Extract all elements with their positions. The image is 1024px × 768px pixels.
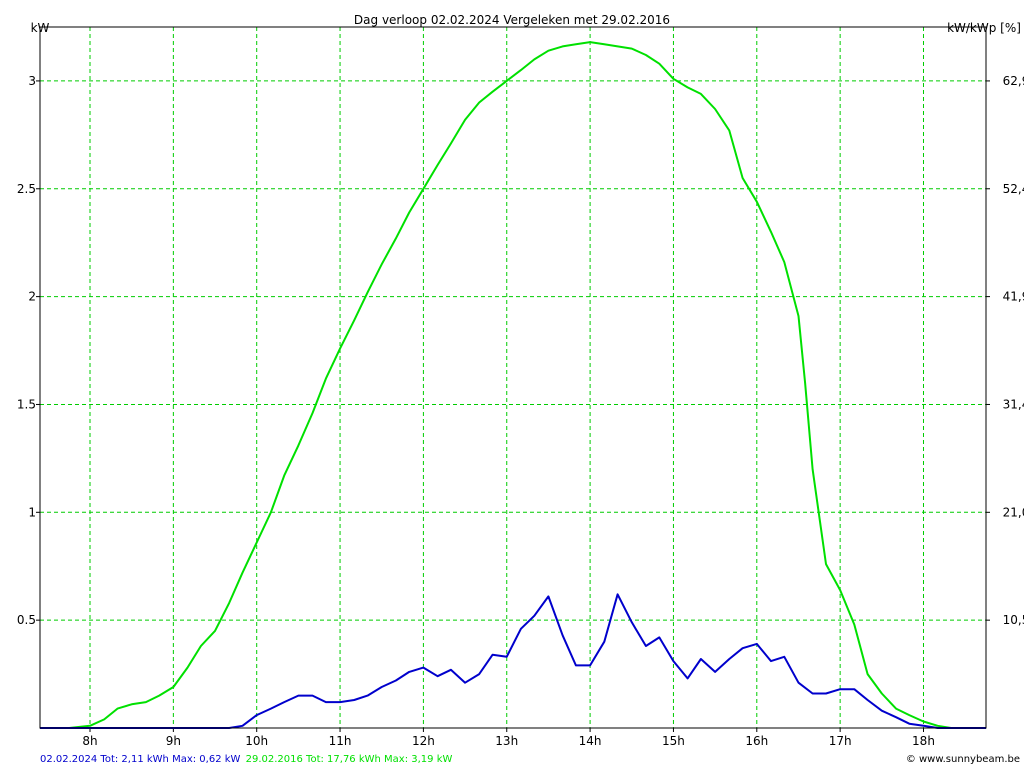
x-tick-label: 17h	[829, 734, 852, 748]
footer-legend: 02.02.2024 Tot: 2,11 kWh Max: 0,62 kW 29…	[40, 754, 452, 765]
series-line-2016	[40, 41, 986, 729]
y-tick-label-left: 3	[28, 74, 36, 88]
x-tick-label: 18h	[912, 734, 935, 748]
y-tick-label-left: 2.5	[17, 182, 36, 196]
plot-frame	[39, 26, 987, 729]
x-tick-label: 11h	[329, 734, 352, 748]
grid	[40, 27, 986, 728]
x-tick-label: 9h	[166, 734, 181, 748]
y-tick-label-right: 21,0	[1003, 505, 1024, 519]
legend-2024: 02.02.2024 Tot: 2,11 kWh Max: 0,62 kW	[40, 754, 241, 765]
y-axis-right-label: kW/kWp [%]	[947, 21, 1021, 35]
y-tick-label-right: 41,9	[1003, 290, 1024, 304]
y-tick-label-left: 1.5	[17, 397, 36, 411]
series-lines	[40, 41, 986, 729]
y-tick-label-right: 52,4	[1003, 182, 1024, 196]
y-tick-label-right: 62,9	[1003, 74, 1024, 88]
y-tick-label-right: 31,4	[1003, 397, 1024, 411]
y-tick-label-left: 1	[28, 505, 36, 519]
footer-credit: © www.sunnybeam.be	[906, 754, 1020, 765]
x-tick-label: 14h	[579, 734, 602, 748]
series-line-2024	[40, 593, 986, 729]
y-tick-label-left: 0.5	[17, 613, 36, 627]
tick-labels: 8h 9h 10h 11h 12h 13h 14h 15h 16h 17h 18h 0.5 10,5 1 2…	[17, 74, 1024, 748]
x-tick-label: 12h	[412, 734, 435, 748]
x-tick-label: 8h	[82, 734, 97, 748]
x-tick-label: 13h	[495, 734, 518, 748]
x-tick-label: 10h	[245, 734, 268, 748]
y-tick-label-left: 2	[28, 290, 36, 304]
y-tick-label-right: 10,5	[1003, 613, 1024, 627]
chart-title: Dag verloop 02.02.2024 Vergeleken met 29…	[354, 13, 670, 27]
x-tick-label: 15h	[662, 734, 685, 748]
legend-2016: 29.02.2016 Tot: 17,76 kWh Max: 3,19 kW	[246, 754, 453, 765]
x-tick-label: 16h	[745, 734, 768, 748]
